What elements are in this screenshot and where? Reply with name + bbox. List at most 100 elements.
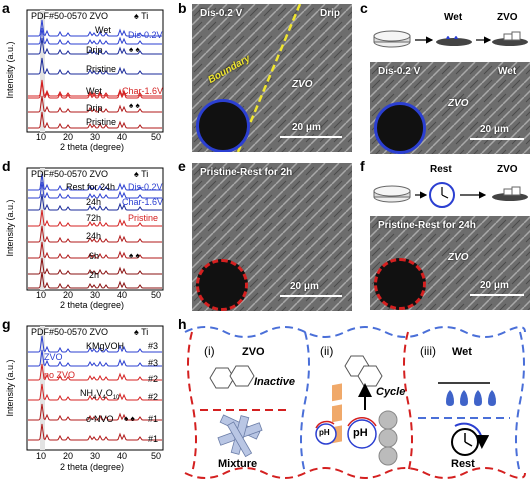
- g-label-nozvo: no ZVO: [44, 370, 76, 380]
- panel-a-pdf: PDF#50-0570 ZVO: [31, 11, 109, 21]
- a-spade-1: ♠ ♠: [129, 45, 140, 54]
- d-spade: ♠ ♠: [129, 251, 140, 260]
- panel-h-ii: (ii): [320, 344, 334, 358]
- a-label-pristine1: Pristine: [86, 64, 117, 74]
- panel-c-t2: Wet: [498, 66, 517, 77]
- d-label-dis: Dis-0.2V: [128, 182, 163, 192]
- panel-e-t1: Pristine-Rest for 2h: [200, 167, 293, 178]
- panel-f-t2: ZVO: [448, 252, 469, 263]
- a-trace-5: [28, 81, 162, 99]
- panel-h-i: (i): [204, 344, 215, 358]
- panel-h-iii: (iii): [420, 344, 436, 358]
- panel-d-ylabel: Intensity (a.u.): [5, 199, 15, 257]
- panel-h-label: h: [178, 316, 187, 332]
- panel-a-ylabel: Intensity (a.u.): [5, 41, 15, 99]
- panel-h-ph1: pH: [319, 428, 330, 437]
- panel-g-ticks: 10 20 30 40 50: [27, 451, 163, 461]
- panel-a-ticks: 10 20 30 40 50: [27, 132, 163, 142]
- panel-b-label: b: [178, 0, 187, 16]
- a-trace-3: [28, 57, 162, 75]
- panel-c-label: c: [360, 0, 368, 16]
- panel-c-zvo: ZVO: [497, 12, 518, 23]
- g-num-2b: #2: [148, 392, 159, 402]
- d-trace-4: [28, 225, 162, 243]
- a-tick-20: 20: [63, 132, 74, 142]
- a-tick-40: 40: [117, 132, 128, 142]
- panel-f-t1: Pristine-Rest for 24h: [378, 220, 476, 231]
- panel-d-label: d: [2, 158, 11, 174]
- panel-a-chart: [26, 9, 164, 133]
- a-label-char: Char-1.6V: [122, 86, 164, 96]
- a-label-drip1: Drip: [86, 45, 103, 55]
- g-tick-10: 10: [36, 451, 47, 461]
- panel-h-diagram: [184, 326, 526, 479]
- d-tick-50: 50: [151, 290, 162, 300]
- g-nh4-s1: 4: [93, 394, 97, 401]
- d-tick-10: 10: [36, 290, 47, 300]
- a-trace-2: [28, 37, 162, 55]
- panel-f-scalebar: [470, 294, 524, 296]
- panel-d-chart: [26, 167, 164, 291]
- panel-c-t3: ZVO: [448, 98, 469, 109]
- panel-f-inset: [374, 258, 426, 310]
- panel-e-scale: 20 μm: [290, 281, 319, 292]
- panel-c-scalebar: [470, 138, 524, 140]
- panel-e-scalebar: [280, 295, 342, 297]
- d-trace-3: [28, 209, 162, 227]
- panel-a-ti: ♠ Ti: [134, 11, 149, 21]
- g-num-3a: #3: [148, 341, 159, 351]
- g-tick-40: 40: [117, 451, 128, 461]
- d-label-72h: 72h: [86, 213, 102, 223]
- g-nh4-v: V: [96, 388, 103, 398]
- panel-h-rest: Rest: [451, 458, 475, 470]
- panel-d-xlabel: 2 theta (degree): [60, 300, 125, 310]
- g-num-1b: #1: [148, 434, 159, 444]
- a-trace-7: [28, 111, 162, 129]
- g-nh4-s2: 4: [102, 394, 106, 401]
- d-label-24h-1: 24h: [86, 197, 102, 207]
- g-trace-1: [28, 349, 162, 367]
- d-label-char: Char-1.6V: [122, 197, 164, 207]
- panel-b-zvo: ZVO: [292, 79, 313, 90]
- panel-b-t2: Drip: [320, 8, 340, 19]
- a-label-drip2: Drip: [86, 103, 103, 113]
- panel-g-ti: ♠ Ti: [134, 327, 149, 337]
- g-label-onvo: o-NVO: [86, 414, 114, 424]
- a-spade-2: ♠ ♠: [129, 101, 140, 110]
- panel-a-xlabel: 2 theta (degree): [60, 142, 125, 152]
- a-trace-0: [28, 19, 162, 37]
- d-tick-30: 30: [90, 290, 101, 300]
- panel-d-pdf: PDF#50-0570 ZVO: [31, 169, 109, 179]
- panel-f-schematic: [373, 182, 528, 208]
- d-tick-40: 40: [117, 290, 128, 300]
- g-tick-30: 30: [90, 451, 101, 461]
- d-trace-2: [28, 193, 162, 211]
- panel-f-zvo: ZVO: [497, 164, 518, 175]
- panel-g-chart: [26, 325, 164, 451]
- d-tick-20: 20: [63, 290, 74, 300]
- d-label-6h: 6h: [89, 251, 100, 261]
- panel-d-ticks: 10 20 30 40 50: [27, 290, 163, 300]
- panel-g-label: g: [2, 316, 11, 332]
- a-label-wet1: Wet: [95, 25, 111, 35]
- g-tick-20: 20: [63, 451, 74, 461]
- g-nh4-o: O: [105, 388, 113, 398]
- panel-b-t1: Dis-0.2 V: [200, 8, 243, 19]
- g-label-nh4: NH4V4O10: [80, 388, 119, 401]
- panel-g-pdf: PDF#50-0570 ZVO: [31, 327, 109, 337]
- g-num-1a: #1: [148, 414, 159, 424]
- g-trace-3: [28, 383, 162, 401]
- panel-b-inset: [196, 99, 250, 152]
- a-tick-50: 50: [151, 132, 162, 142]
- panel-f-rest: Rest: [430, 164, 452, 175]
- d-label-pristine: Pristine: [128, 213, 159, 223]
- a-trace-6: [28, 95, 162, 113]
- panel-h-mixture: Mixture: [218, 458, 258, 470]
- panel-a-label: a: [2, 0, 10, 16]
- panel-g-xlabel: 2 theta (degree): [60, 462, 125, 472]
- a-label-pristine2: Pristine: [86, 117, 117, 127]
- d-trace-1: [28, 181, 162, 199]
- g-trace-5: [28, 423, 162, 441]
- panel-c-sem-image: Dis-0.2 V Wet ZVO 20 μm: [370, 62, 530, 154]
- g-spade: ♠ ♠: [124, 414, 135, 423]
